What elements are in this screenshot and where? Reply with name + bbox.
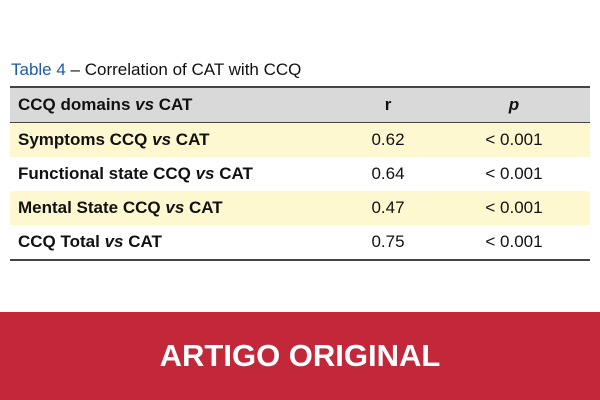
article-type-banner: ARTIGO ORIGINAL [0,312,600,400]
table-caption: Table 4 – Correlation of CAT with CCQ [11,60,301,80]
table-row: Functional state CCQ vs CAT 0.64 < 0.001 [18,164,543,183]
table-row: Symptoms CCQ vs CAT 0.62 < 0.001 [10,122,590,157]
table-label: Table 4 [11,60,66,79]
table-row: CCQ Total vs CAT 0.75 < 0.001 [18,232,543,251]
banner-text: ARTIGO ORIGINAL [159,338,441,373]
header-domain: CCQ domains vs CAT [10,87,338,123]
caption-text: – Correlation of CAT with CCQ [65,60,302,79]
correlation-table: CCQ domains vs CAT r p Symptoms CCQ vs C… [10,86,590,261]
header-p: p [438,87,590,123]
table-header-row: CCQ domains vs CAT r p [10,87,590,123]
table-row: Mental State CCQ vs CAT 0.47 < 0.001 [10,191,590,225]
header-r: r [338,87,438,123]
